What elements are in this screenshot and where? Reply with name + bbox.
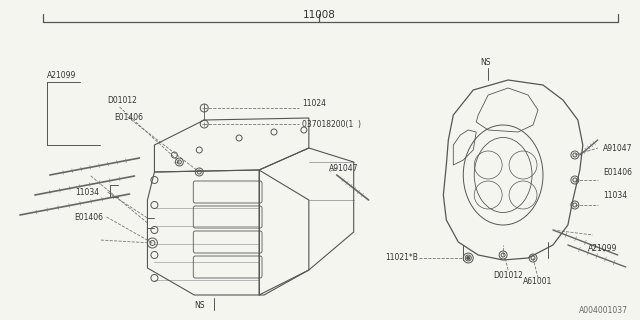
Text: 11021*B: 11021*B bbox=[385, 253, 419, 262]
Text: NS: NS bbox=[194, 300, 205, 309]
Text: E01406: E01406 bbox=[603, 167, 632, 177]
Text: A91047: A91047 bbox=[603, 143, 632, 153]
Text: 11024: 11024 bbox=[302, 99, 326, 108]
Text: 037018200(1  ): 037018200(1 ) bbox=[302, 119, 361, 129]
Text: A21099: A21099 bbox=[47, 70, 76, 79]
Text: A91047: A91047 bbox=[329, 164, 358, 172]
Text: D01012: D01012 bbox=[493, 270, 523, 279]
Text: D01012: D01012 bbox=[108, 95, 138, 105]
Text: E01406: E01406 bbox=[115, 113, 143, 122]
Text: A61001: A61001 bbox=[524, 277, 553, 286]
Text: NS: NS bbox=[480, 58, 490, 67]
Text: 11034: 11034 bbox=[603, 190, 627, 199]
Text: 11034: 11034 bbox=[75, 188, 99, 196]
Text: A21099: A21099 bbox=[588, 244, 617, 252]
Circle shape bbox=[467, 257, 470, 260]
Text: E01406: E01406 bbox=[75, 212, 104, 221]
Text: 11008: 11008 bbox=[302, 10, 335, 20]
Text: A004001037: A004001037 bbox=[579, 306, 628, 315]
